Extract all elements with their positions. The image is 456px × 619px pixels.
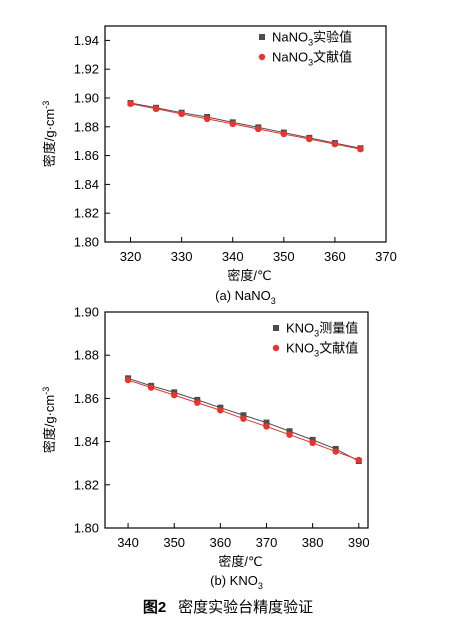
x-tick-label: 320 xyxy=(120,249,142,264)
x-tick-label: 350 xyxy=(163,535,185,550)
legend-label-main: KNO xyxy=(286,341,314,356)
y-tick-label: 1.94 xyxy=(74,33,99,48)
y-tick-label: 1.80 xyxy=(74,521,99,536)
legend-marker-square xyxy=(259,34,265,40)
y-tick-label: 1.90 xyxy=(74,305,99,320)
data-point xyxy=(306,135,313,143)
legend-marker-circle xyxy=(258,53,266,61)
legend-label: NaNO3实验值 xyxy=(272,30,352,48)
legend-label: KNO3文献值 xyxy=(286,341,358,359)
legend-label-tail: 文献值 xyxy=(319,341,358,356)
x-tick-label: 370 xyxy=(256,535,278,550)
legend-label-sub: 3 xyxy=(308,38,313,48)
subfigure-caption-main: (b) KNO xyxy=(210,573,258,588)
y-tick-label: 1.92 xyxy=(74,62,99,77)
legend-label-main: NaNO xyxy=(272,30,308,45)
legend-label-tail: 实验值 xyxy=(313,30,352,45)
legend-label-sub: 3 xyxy=(314,329,319,339)
legend-label-main: NaNO xyxy=(272,50,308,65)
x-axis-title: 密度/℃ xyxy=(218,554,262,569)
x-tick-label: 390 xyxy=(348,535,370,550)
data-point xyxy=(194,399,201,406)
subfigure-caption-sub: 3 xyxy=(258,581,263,591)
x-tick-label: 340 xyxy=(117,535,139,550)
legend-label-tail: 测量值 xyxy=(319,321,358,336)
y-axis-title-sup: -3 xyxy=(41,387,51,395)
data-point xyxy=(286,428,293,435)
data-point xyxy=(217,407,224,414)
data-point xyxy=(240,415,247,422)
legend-label: NaNO3文献值 xyxy=(272,50,352,68)
data-point xyxy=(286,431,293,438)
data-point xyxy=(309,439,316,447)
x-tick-label: 370 xyxy=(375,249,397,264)
y-tick-label: 1.82 xyxy=(74,206,99,221)
y-axis-title: 密度/g·cm-3 xyxy=(41,101,57,168)
chart-b: 1.80 1.82 1.84 1.86 1.88 1.90 340 350 360 370 380 3… xyxy=(41,305,370,592)
data-point xyxy=(331,140,339,148)
data-point xyxy=(147,384,155,391)
y-tick-label: 1.84 xyxy=(74,434,99,449)
data-point xyxy=(263,419,270,426)
subfigure-caption-sub: 3 xyxy=(271,296,276,306)
figure-caption: 图2 密度实验台精度验证 xyxy=(143,599,313,616)
data-point xyxy=(263,423,270,430)
y-axis-title-main: 密度/g·cm xyxy=(42,109,57,168)
subfigure-caption: (a) NaNO3 xyxy=(215,288,276,306)
y-tick-label: 1.86 xyxy=(74,148,99,163)
x-tick-label: 350 xyxy=(273,249,295,264)
series-line xyxy=(130,103,361,150)
legend-label-sub: 3 xyxy=(314,349,319,359)
data-point xyxy=(152,105,160,113)
subfigure-caption-main: (a) NaNO xyxy=(215,288,271,303)
y-tick-label: 1.88 xyxy=(74,119,99,134)
x-tick-label: 340 xyxy=(222,249,244,264)
y-tick-label: 1.84 xyxy=(74,177,99,192)
y-tick-label: 1.80 xyxy=(74,235,99,250)
y-tick-label: 1.82 xyxy=(74,477,99,492)
figure-caption-text: 密度实验台精度验证 xyxy=(178,599,313,616)
plot-frame xyxy=(104,25,387,243)
y-tick-label: 1.88 xyxy=(74,348,99,363)
x-axis-title: 密度/℃ xyxy=(227,268,271,283)
x-tick-label: 380 xyxy=(302,535,324,550)
y-tick-label: 1.86 xyxy=(74,391,99,406)
data-point xyxy=(357,145,364,153)
chart-a: 1.80 1.82 1.84 1.86 1.88 1.90 1.92 1.94 320 330 34… xyxy=(41,25,397,306)
x-tick-label: 360 xyxy=(209,535,231,550)
series-line xyxy=(130,102,361,149)
x-tick-label: 330 xyxy=(171,249,193,264)
data-point xyxy=(240,412,247,419)
data-point xyxy=(171,391,178,399)
subfigure-caption: (b) KNO3 xyxy=(210,573,263,591)
data-point xyxy=(127,100,134,107)
y-axis-title-main: 密度/g·cm xyxy=(42,395,57,454)
legend-label: KNO3测量值 xyxy=(286,321,358,339)
legend-label-tail: 文献值 xyxy=(313,50,352,65)
y-tick-label: 1.90 xyxy=(74,91,99,106)
data-point xyxy=(255,125,262,133)
y-axis-title-sup: -3 xyxy=(41,101,51,109)
plot-frame xyxy=(104,311,369,529)
figure-number: 图2 xyxy=(143,599,166,616)
data-point xyxy=(203,115,211,123)
legend-marker-circle xyxy=(272,344,280,352)
data-point xyxy=(178,110,185,118)
legend-marker-square xyxy=(273,325,279,331)
legend-label-main: KNO xyxy=(286,321,314,336)
x-tick-label: 360 xyxy=(324,249,346,264)
data-point xyxy=(124,376,132,384)
data-point xyxy=(332,448,339,455)
y-axis-title: 密度/g·cm-3 xyxy=(41,387,57,454)
legend-label-sub: 3 xyxy=(308,58,313,68)
data-point xyxy=(229,120,236,128)
data-point xyxy=(355,456,362,464)
data-point xyxy=(280,130,288,138)
